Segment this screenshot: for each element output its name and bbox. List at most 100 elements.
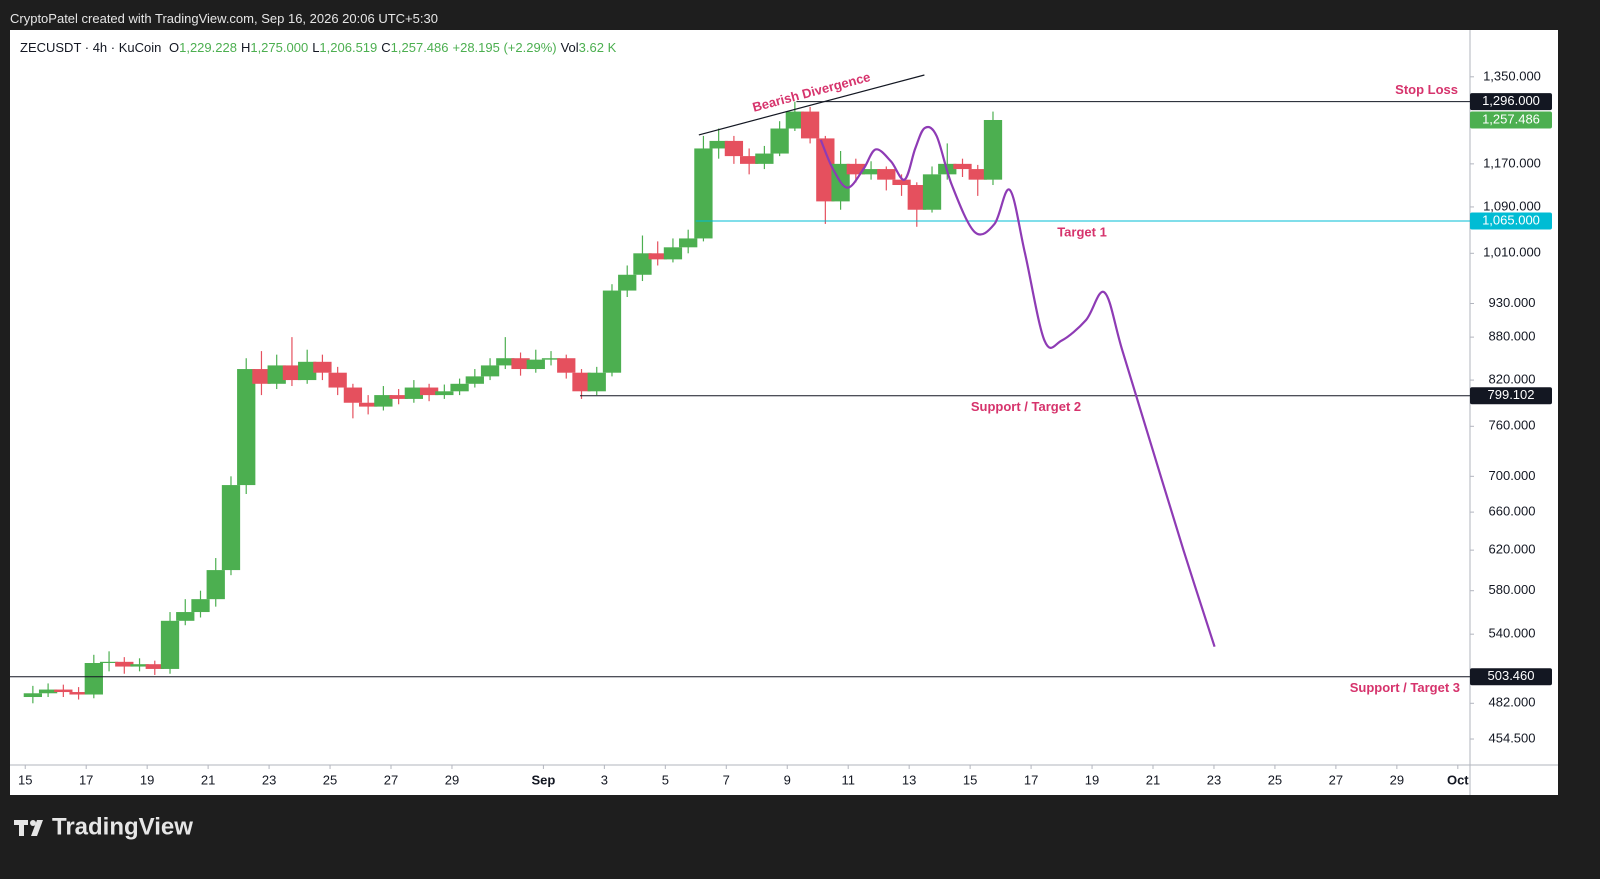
x-tick-label: Sep — [531, 772, 555, 787]
level-note: Target 1 — [1057, 224, 1107, 239]
y-tick-label: 660.000 — [1489, 504, 1536, 519]
candle-body — [526, 359, 545, 370]
x-tick-label: 11 — [841, 772, 855, 787]
candle-body — [511, 358, 530, 370]
x-tick-label: Oct — [1447, 772, 1469, 787]
candle-body — [724, 140, 744, 157]
last-price-tag — [1470, 111, 1552, 129]
x-tick-label: 15 — [963, 772, 977, 787]
candle-body — [435, 391, 454, 396]
candle-body — [679, 238, 698, 248]
x-tick-label: 29 — [445, 772, 459, 787]
price-tag — [1470, 668, 1552, 686]
candle-body — [663, 247, 683, 260]
candle-body — [983, 119, 1003, 180]
candle-body — [298, 361, 317, 381]
candle-body — [358, 402, 378, 407]
candle-body — [907, 185, 926, 210]
candle-body — [633, 253, 652, 275]
candle-body — [374, 395, 393, 407]
candle-body — [267, 365, 286, 384]
change: +28.195 (+2.29%) — [452, 40, 557, 55]
x-tick-label: 13 — [902, 772, 916, 787]
y-tick-label: 540.000 — [1489, 626, 1536, 641]
chart-background — [10, 30, 1558, 795]
candle-body — [328, 372, 347, 388]
candle-body — [176, 612, 195, 621]
candle-body — [69, 692, 88, 695]
level-note: Support / Target 3 — [1350, 680, 1460, 695]
price-tag-label: 799.102 — [1488, 387, 1535, 402]
divergence-line — [698, 74, 925, 136]
x-tick-label: 15 — [18, 772, 32, 787]
x-tick-label: 19 — [1085, 772, 1099, 787]
candle-body — [922, 174, 942, 210]
candle-body — [84, 663, 103, 695]
ohlc-value: 1,206.519 — [319, 40, 378, 55]
price-tag — [1470, 93, 1552, 111]
y-tick-label: 1,010.000 — [1483, 245, 1541, 260]
price-tag — [1470, 212, 1552, 230]
price-tag-label: 503.460 — [1488, 668, 1535, 683]
candle-body — [145, 664, 164, 669]
candle-body — [618, 274, 637, 291]
y-tick-label: 820.000 — [1489, 372, 1536, 387]
candle-body — [861, 169, 881, 175]
x-tick-label: 23 — [262, 772, 276, 787]
x-tick-label: 27 — [1329, 772, 1343, 787]
y-tick-label: 1,350.000 — [1483, 68, 1541, 83]
x-tick-label: 5 — [662, 772, 669, 787]
ohlc-key: O — [168, 40, 180, 55]
candle-body — [572, 372, 591, 392]
candle-body — [648, 253, 667, 260]
y-tick-label: 700.000 — [1489, 468, 1536, 483]
candle-body — [313, 361, 332, 373]
candle-body — [587, 372, 606, 392]
x-tick-label: 23 — [1207, 772, 1221, 787]
candle-body — [968, 169, 987, 180]
ohlc-value: 1,275.000 — [250, 40, 309, 55]
candle-body — [480, 365, 500, 377]
candle-body — [252, 369, 271, 384]
price-tag-label: 1,296.000 — [1482, 93, 1540, 108]
candle-body — [953, 163, 972, 170]
x-tick-label: 27 — [384, 772, 398, 787]
candle-body — [557, 358, 576, 373]
candle-body — [877, 169, 896, 180]
brand: TradingView — [52, 813, 193, 840]
x-tick-label: 21 — [201, 772, 215, 787]
candle-body — [709, 140, 728, 149]
candle-body — [816, 138, 835, 202]
credit: CryptoPatel created with TradingView.com… — [10, 11, 438, 26]
candle-body — [206, 570, 225, 600]
ohlc-value: 1,229.228 — [179, 40, 237, 55]
candle-body — [237, 369, 256, 486]
legend-header: ZECUSDT · 4h · KuCoin O1,229.228 H1,275.0… — [20, 40, 620, 55]
x-tick-label: 9 — [784, 772, 791, 787]
candle-body — [465, 376, 484, 384]
x-tick-label: 25 — [1268, 772, 1282, 787]
candle-body — [99, 661, 119, 664]
candle-body — [602, 290, 622, 373]
price-tag — [1470, 387, 1552, 405]
x-tick-label: 19 — [140, 772, 154, 787]
y-tick-label: 620.000 — [1489, 542, 1536, 557]
y-tick-label: 454.500 — [1489, 730, 1536, 745]
candle-body — [389, 395, 408, 399]
price-tag-label: 1,065.000 — [1482, 212, 1540, 227]
candle-body — [419, 387, 439, 396]
x-tick-label: 7 — [723, 772, 730, 787]
candle-body — [54, 689, 73, 693]
candle-body — [450, 383, 469, 392]
brand-logo — [14, 820, 43, 836]
candle-body — [160, 620, 180, 669]
last-price-label: 1,257.486 — [1482, 111, 1540, 126]
x-tick-label: 29 — [1390, 772, 1404, 787]
ohlc-key: L — [312, 40, 320, 55]
candle-body — [892, 179, 911, 186]
ohlc-value: 1,257.486 — [390, 40, 449, 55]
x-tick-label: 17 — [1024, 772, 1038, 787]
candle-body — [846, 163, 865, 175]
